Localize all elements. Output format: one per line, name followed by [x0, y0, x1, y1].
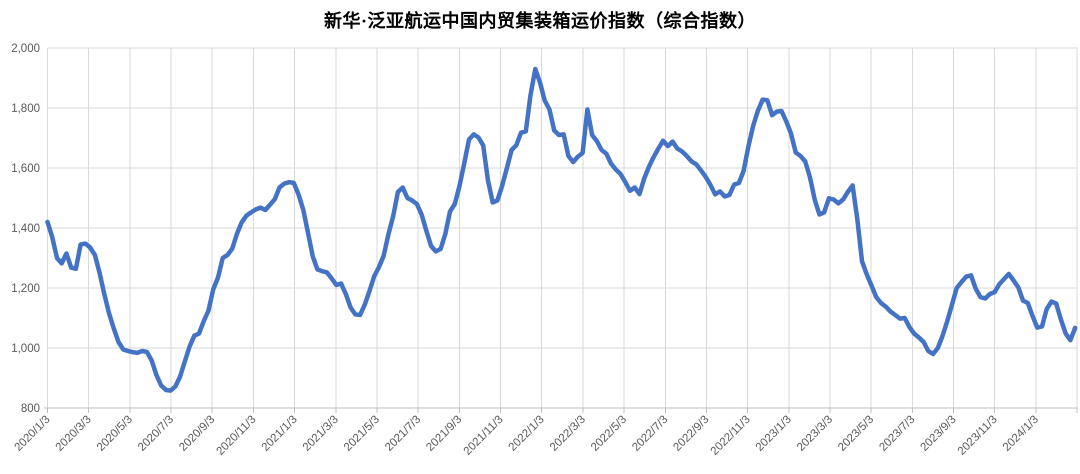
- y-axis-label: 1,200: [11, 283, 40, 295]
- x-axis-label: 2020/5/3: [95, 414, 135, 454]
- x-axis-label: 2021/1/3: [260, 414, 300, 454]
- x-axis-label: 2022/1/3: [507, 414, 547, 454]
- x-axis-label: 2020/11/3: [214, 414, 258, 458]
- x-axis-label: 2020/3/3: [54, 414, 94, 454]
- x-axis-label: 2022/7/3: [630, 414, 670, 454]
- y-axis-label: 1,800: [11, 103, 40, 115]
- x-axis-label: 2022/3/3: [548, 414, 588, 454]
- x-axis-label: 2023/5/3: [836, 414, 876, 454]
- index-line-series: [45, 66, 1078, 393]
- y-axis-label: 800: [21, 403, 40, 415]
- x-axis-label: 2021/9/3: [424, 414, 464, 454]
- x-axis-label: 2024/1/3: [1001, 414, 1041, 454]
- x-axis-label: 2020/7/3: [136, 414, 176, 454]
- x-axis-label: 2020/1/3: [12, 414, 52, 454]
- x-axis-label: 2023/3/3: [795, 414, 835, 454]
- x-axis-label: 2022/5/3: [589, 414, 629, 454]
- x-axis-label: 2021/11/3: [462, 414, 506, 458]
- x-axis-label: 2021/3/3: [301, 414, 341, 454]
- x-axis-label: 2020/9/3: [177, 414, 217, 454]
- x-axis-label: 2021/7/3: [383, 414, 423, 454]
- x-axis-label: 2022/11/3: [709, 414, 753, 458]
- y-axis-label: 1,000: [11, 343, 40, 355]
- chart-title: 新华·泛亚航运中国内贸集装箱运价指数（综合指数）: [323, 11, 756, 31]
- x-axis: [44, 407, 1078, 413]
- gridlines: [47, 47, 1078, 409]
- x-axis-label: 2023/11/3: [956, 414, 1000, 458]
- x-axis-label: 2022/9/3: [671, 414, 711, 454]
- x-axis-label: 2023/9/3: [919, 414, 959, 454]
- y-axis-labels: 2,000 1,800 1,600 1,400 1,200 1,000 800: [11, 43, 40, 415]
- x-axis-labels: 2020/1/3 2020/3/3 2020/5/3 2020/7/3 2020/9/3…: [12, 414, 1041, 458]
- y-axis-label: 1,400: [11, 223, 40, 235]
- y-axis-label: 2,000: [11, 43, 40, 55]
- x-axis-label: 2021/5/3: [342, 414, 382, 454]
- y-axis-label: 1,600: [11, 163, 40, 175]
- x-axis-label: 2023/7/3: [877, 414, 917, 454]
- x-axis-label: 2023/1/3: [754, 414, 794, 454]
